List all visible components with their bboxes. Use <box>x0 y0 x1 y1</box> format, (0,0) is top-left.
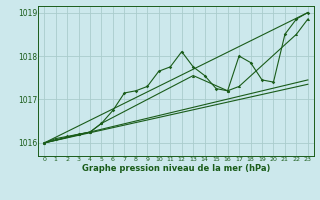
X-axis label: Graphe pression niveau de la mer (hPa): Graphe pression niveau de la mer (hPa) <box>82 164 270 173</box>
